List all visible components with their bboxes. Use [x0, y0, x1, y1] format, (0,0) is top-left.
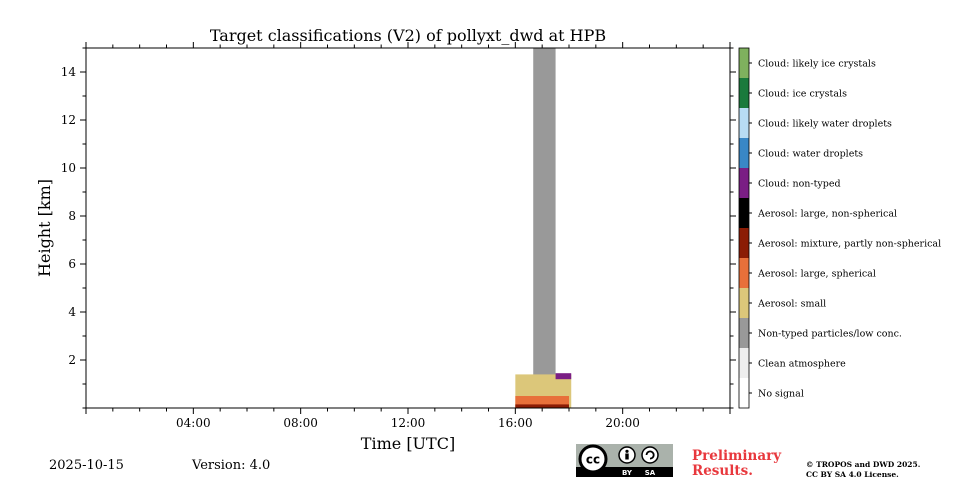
x-tick-label: 12:00 — [391, 416, 426, 430]
y-tick-label: 2 — [68, 353, 76, 367]
colorbar-swatch — [739, 198, 749, 228]
share-alike-arrow — [645, 450, 655, 460]
y-tick-label: 10 — [61, 161, 76, 175]
chart-title: Target classifications (V2) of pollyxt_d… — [210, 26, 606, 45]
colorbar-label: Cloud: ice crystals — [758, 89, 847, 100]
copyright-line-2: CC BY SA 4.0 License. — [806, 470, 899, 479]
y-axis-label: Height [km] — [35, 179, 54, 277]
colorbar-swatch — [739, 228, 749, 258]
preliminary-line-1: Preliminary — [692, 448, 782, 464]
colorbar-label: No signal — [758, 389, 804, 400]
preliminary-line-2: Results. — [692, 463, 753, 479]
colorbar-label: Aerosol: large, non-spherical — [757, 209, 897, 220]
colorbar-swatch — [739, 168, 749, 198]
colorbar-label: Clean atmosphere — [758, 359, 846, 370]
colorbar-label: Aerosol: mixture, partly non-spherical — [757, 239, 941, 250]
copyright-line-1: © TROPOS and DWD 2025. — [806, 460, 921, 469]
colorbar-label: Cloud: likely ice crystals — [758, 59, 876, 70]
colorbar-swatch — [739, 288, 749, 318]
colorbar-frame — [738, 47, 750, 409]
colorbar-swatch — [739, 258, 749, 288]
colorbar-label: Cloud: water droplets — [758, 149, 863, 160]
classification-region-1 — [533, 48, 556, 377]
colorbar-label: Aerosol: large, spherical — [757, 269, 876, 280]
sa-label: SA — [645, 469, 656, 477]
colorbar-swatch — [739, 138, 749, 168]
y-tick-label: 14 — [61, 65, 77, 79]
colorbar-swatch — [739, 48, 749, 78]
x-tick-label: 16:00 — [498, 416, 533, 430]
x-tick-label: 04:00 — [176, 416, 211, 430]
colorbar-label: Cloud: non-typed — [758, 179, 841, 190]
x-tick-label: 20:00 — [605, 416, 640, 430]
axes: 04:00 08:00 12:00 16:00 20:00 2 4 6 8 10 12 14 — [61, 42, 736, 430]
plot-area — [515, 48, 572, 408]
y-tick-label: 6 — [68, 257, 76, 271]
colorbar-swatch — [739, 108, 749, 138]
cc-logo-icon — [578, 444, 608, 474]
classification-region-5 — [555, 373, 572, 380]
y-tick-label: 8 — [68, 209, 76, 223]
copyright-notice: © TROPOS and DWD 2025. CC BY SA 4.0 Lice… — [806, 460, 920, 480]
cc-logo-text: cc — [586, 453, 600, 467]
cc-by-sa-badge: cc BY SA — [576, 444, 673, 477]
colorbar-swatch — [739, 378, 749, 408]
x-axis-label: Time [UTC] — [361, 434, 455, 453]
colorbar-label: Cloud: likely water droplets — [758, 119, 892, 130]
colorbar-swatch — [739, 348, 749, 378]
y-tick-label: 4 — [68, 305, 76, 319]
y-tick-label: 12 — [61, 113, 76, 127]
version-label: Version: 4.0 — [192, 458, 271, 473]
colorbar-label: Aerosol: small — [757, 299, 826, 310]
date-label: 2025-10-15 — [49, 458, 124, 473]
classification-region-4 — [515, 404, 569, 408]
plot-frame — [85, 47, 731, 409]
colorbar: Cloud: likely ice crystals Cloud: ice cry… — [738, 47, 941, 409]
colorbar-swatch — [739, 318, 749, 348]
colorbar-swatch — [739, 78, 749, 108]
share-alike-icon — [641, 446, 659, 464]
by-label: BY — [622, 469, 633, 477]
preliminary-results-label: Preliminary Results. — [692, 449, 781, 479]
colorbar-label: Non-typed particles/low conc. — [758, 329, 902, 340]
attribution-icon-body — [625, 453, 629, 460]
attribution-icon-head — [625, 449, 629, 453]
x-tick-label: 08:00 — [283, 416, 318, 430]
